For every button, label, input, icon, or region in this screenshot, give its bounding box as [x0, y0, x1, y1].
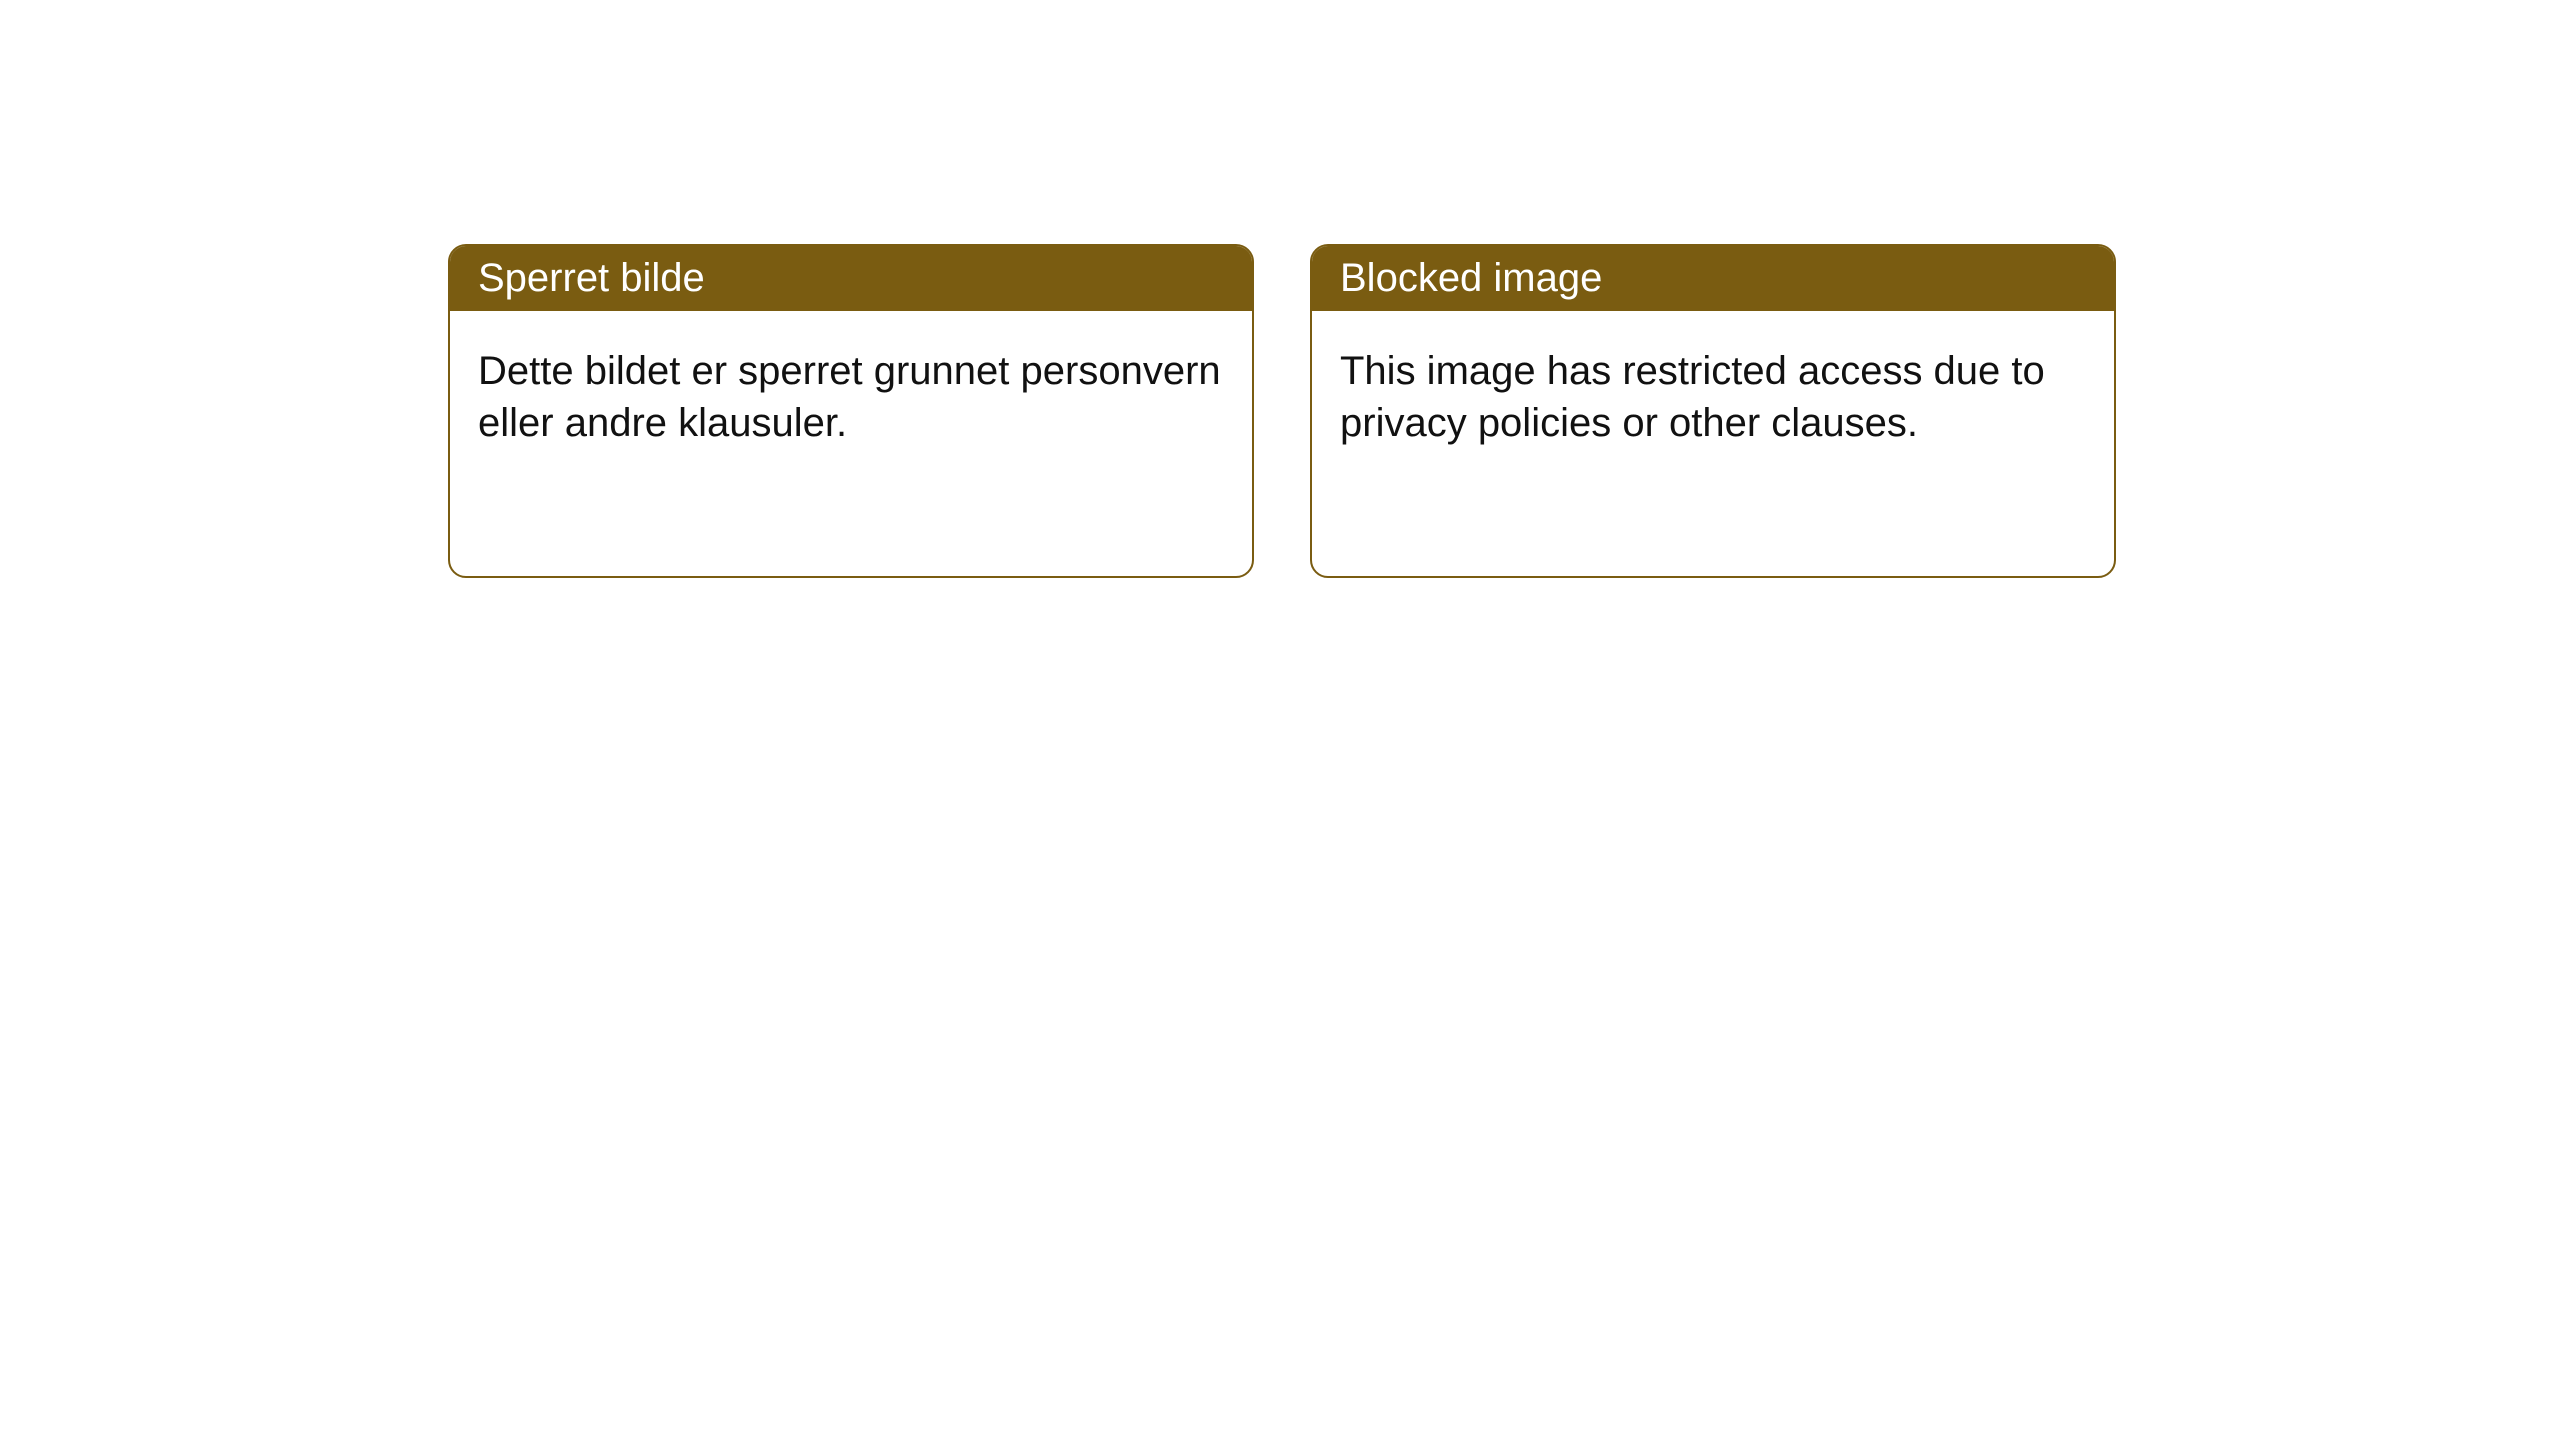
card-body: This image has restricted access due to … [1312, 311, 2114, 483]
card-header-text: Sperret bilde [478, 256, 705, 300]
notice-cards-container: Sperret bilde Dette bildet er sperret gr… [0, 0, 2560, 578]
card-body-text: This image has restricted access due to … [1340, 349, 2045, 445]
blocked-image-card-norwegian: Sperret bilde Dette bildet er sperret gr… [448, 244, 1254, 578]
blocked-image-card-english: Blocked image This image has restricted … [1310, 244, 2116, 578]
card-body-text: Dette bildet er sperret grunnet personve… [478, 349, 1221, 445]
card-header: Sperret bilde [450, 246, 1252, 311]
card-header: Blocked image [1312, 246, 2114, 311]
card-body: Dette bildet er sperret grunnet personve… [450, 311, 1252, 483]
card-header-text: Blocked image [1340, 256, 1602, 300]
